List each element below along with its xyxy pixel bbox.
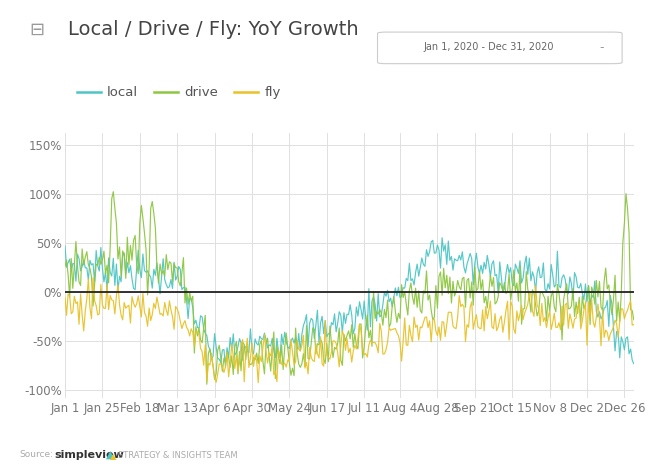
Text: simpleview: simpleview <box>54 450 124 460</box>
Text: ⊟: ⊟ <box>29 21 44 39</box>
Text: Source:: Source: <box>20 450 53 459</box>
Text: ▲: ▲ <box>110 452 116 461</box>
Text: Jan 1, 2020 - Dec 31, 2020: Jan 1, 2020 - Dec 31, 2020 <box>423 42 554 52</box>
Text: Local / Drive / Fly: YoY Growth: Local / Drive / Fly: YoY Growth <box>68 20 359 39</box>
Text: ▲: ▲ <box>106 450 114 460</box>
Text: -: - <box>599 41 604 54</box>
FancyBboxPatch shape <box>378 32 622 64</box>
Legend: local, drive, fly: local, drive, fly <box>72 81 286 104</box>
Text: STRATEGY & INSIGHTS TEAM: STRATEGY & INSIGHTS TEAM <box>118 451 238 460</box>
